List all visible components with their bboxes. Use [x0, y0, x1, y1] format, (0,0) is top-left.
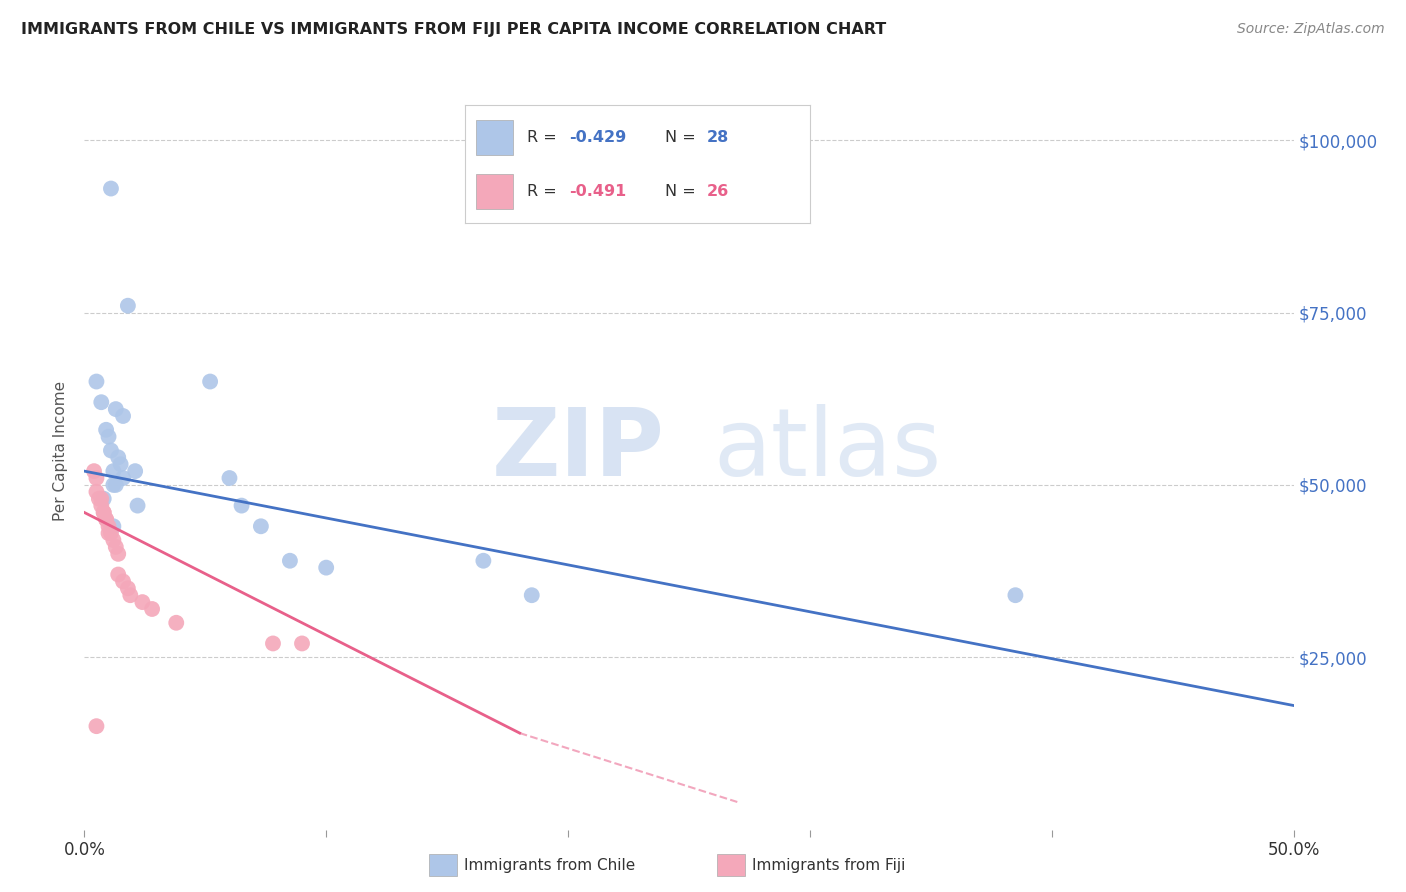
Point — [86, 484, 108, 499]
Point — [231, 499, 253, 513]
Point — [86, 471, 108, 485]
Point — [104, 540, 127, 554]
Point — [100, 443, 122, 458]
Point — [120, 588, 142, 602]
Point — [104, 478, 127, 492]
Y-axis label: Per Capita Income: Per Capita Income — [53, 380, 69, 521]
Point — [218, 471, 240, 485]
Point — [112, 471, 135, 485]
Text: Immigrants from Fiji: Immigrants from Fiji — [752, 858, 905, 872]
Point — [250, 519, 273, 533]
Text: Immigrants from Chile: Immigrants from Chile — [464, 858, 636, 872]
Point — [97, 430, 120, 444]
Point — [117, 299, 139, 313]
Point — [262, 636, 284, 650]
Point — [94, 512, 117, 526]
Point — [315, 560, 337, 574]
Point — [198, 375, 221, 389]
Point — [112, 574, 135, 589]
Point — [103, 464, 125, 478]
Point — [141, 602, 163, 616]
Point — [87, 491, 110, 506]
Point — [97, 519, 120, 533]
Point — [97, 526, 120, 541]
Point — [1004, 588, 1026, 602]
Point — [93, 491, 115, 506]
Point — [112, 409, 135, 423]
Point — [86, 719, 108, 733]
Text: atlas: atlas — [713, 404, 942, 497]
Point — [100, 181, 122, 195]
Point — [107, 450, 129, 465]
Point — [90, 491, 112, 506]
Point — [107, 547, 129, 561]
Text: IMMIGRANTS FROM CHILE VS IMMIGRANTS FROM FIJI PER CAPITA INCOME CORRELATION CHAR: IMMIGRANTS FROM CHILE VS IMMIGRANTS FROM… — [21, 22, 886, 37]
Point — [103, 478, 125, 492]
Point — [103, 519, 125, 533]
Point — [117, 582, 139, 596]
Point — [94, 512, 117, 526]
Point — [472, 554, 495, 568]
Point — [520, 588, 543, 602]
Text: ZIP: ZIP — [492, 404, 665, 497]
Point — [104, 402, 127, 417]
Point — [103, 533, 125, 547]
Point — [278, 554, 301, 568]
Point — [291, 636, 314, 650]
Point — [131, 595, 153, 609]
Point — [90, 499, 112, 513]
Point — [127, 499, 149, 513]
Point — [90, 395, 112, 409]
Point — [93, 506, 115, 520]
Point — [94, 423, 117, 437]
Point — [107, 567, 129, 582]
Point — [100, 526, 122, 541]
Point — [165, 615, 187, 630]
Point — [93, 506, 115, 520]
Point — [110, 457, 132, 471]
Point — [83, 464, 105, 478]
Text: Source: ZipAtlas.com: Source: ZipAtlas.com — [1237, 22, 1385, 37]
Point — [124, 464, 146, 478]
Point — [86, 375, 108, 389]
